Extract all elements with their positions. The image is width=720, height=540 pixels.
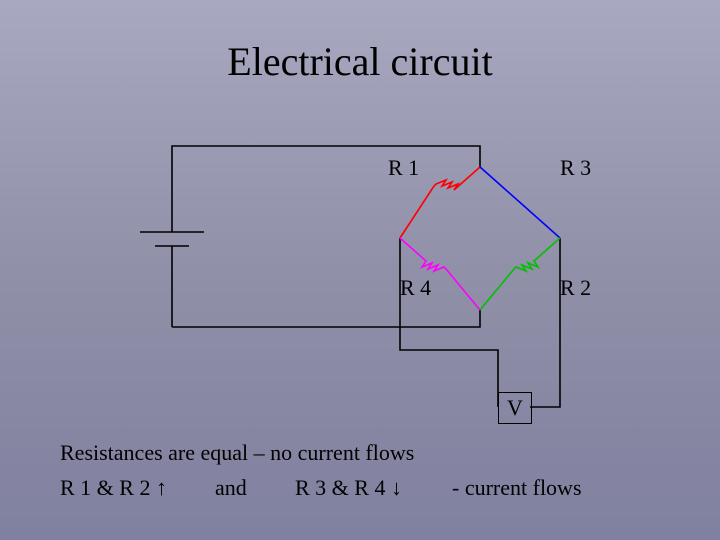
footer-line-2a: R 1 & R 2 ↑ <box>60 475 167 501</box>
label-r4: R 4 <box>400 275 431 301</box>
footer-line-2c: R 3 & R 4 ↓ <box>295 475 402 501</box>
label-r3: R 3 <box>560 155 591 181</box>
footer-line-1: Resistances are equal – no current flows <box>60 440 414 466</box>
voltmeter-box: V <box>498 392 532 424</box>
footer-line-2d: - current flows <box>452 475 582 501</box>
label-r2: R 2 <box>560 275 591 301</box>
label-r1: R 1 <box>388 155 419 181</box>
footer-line-2b: and <box>215 475 247 501</box>
